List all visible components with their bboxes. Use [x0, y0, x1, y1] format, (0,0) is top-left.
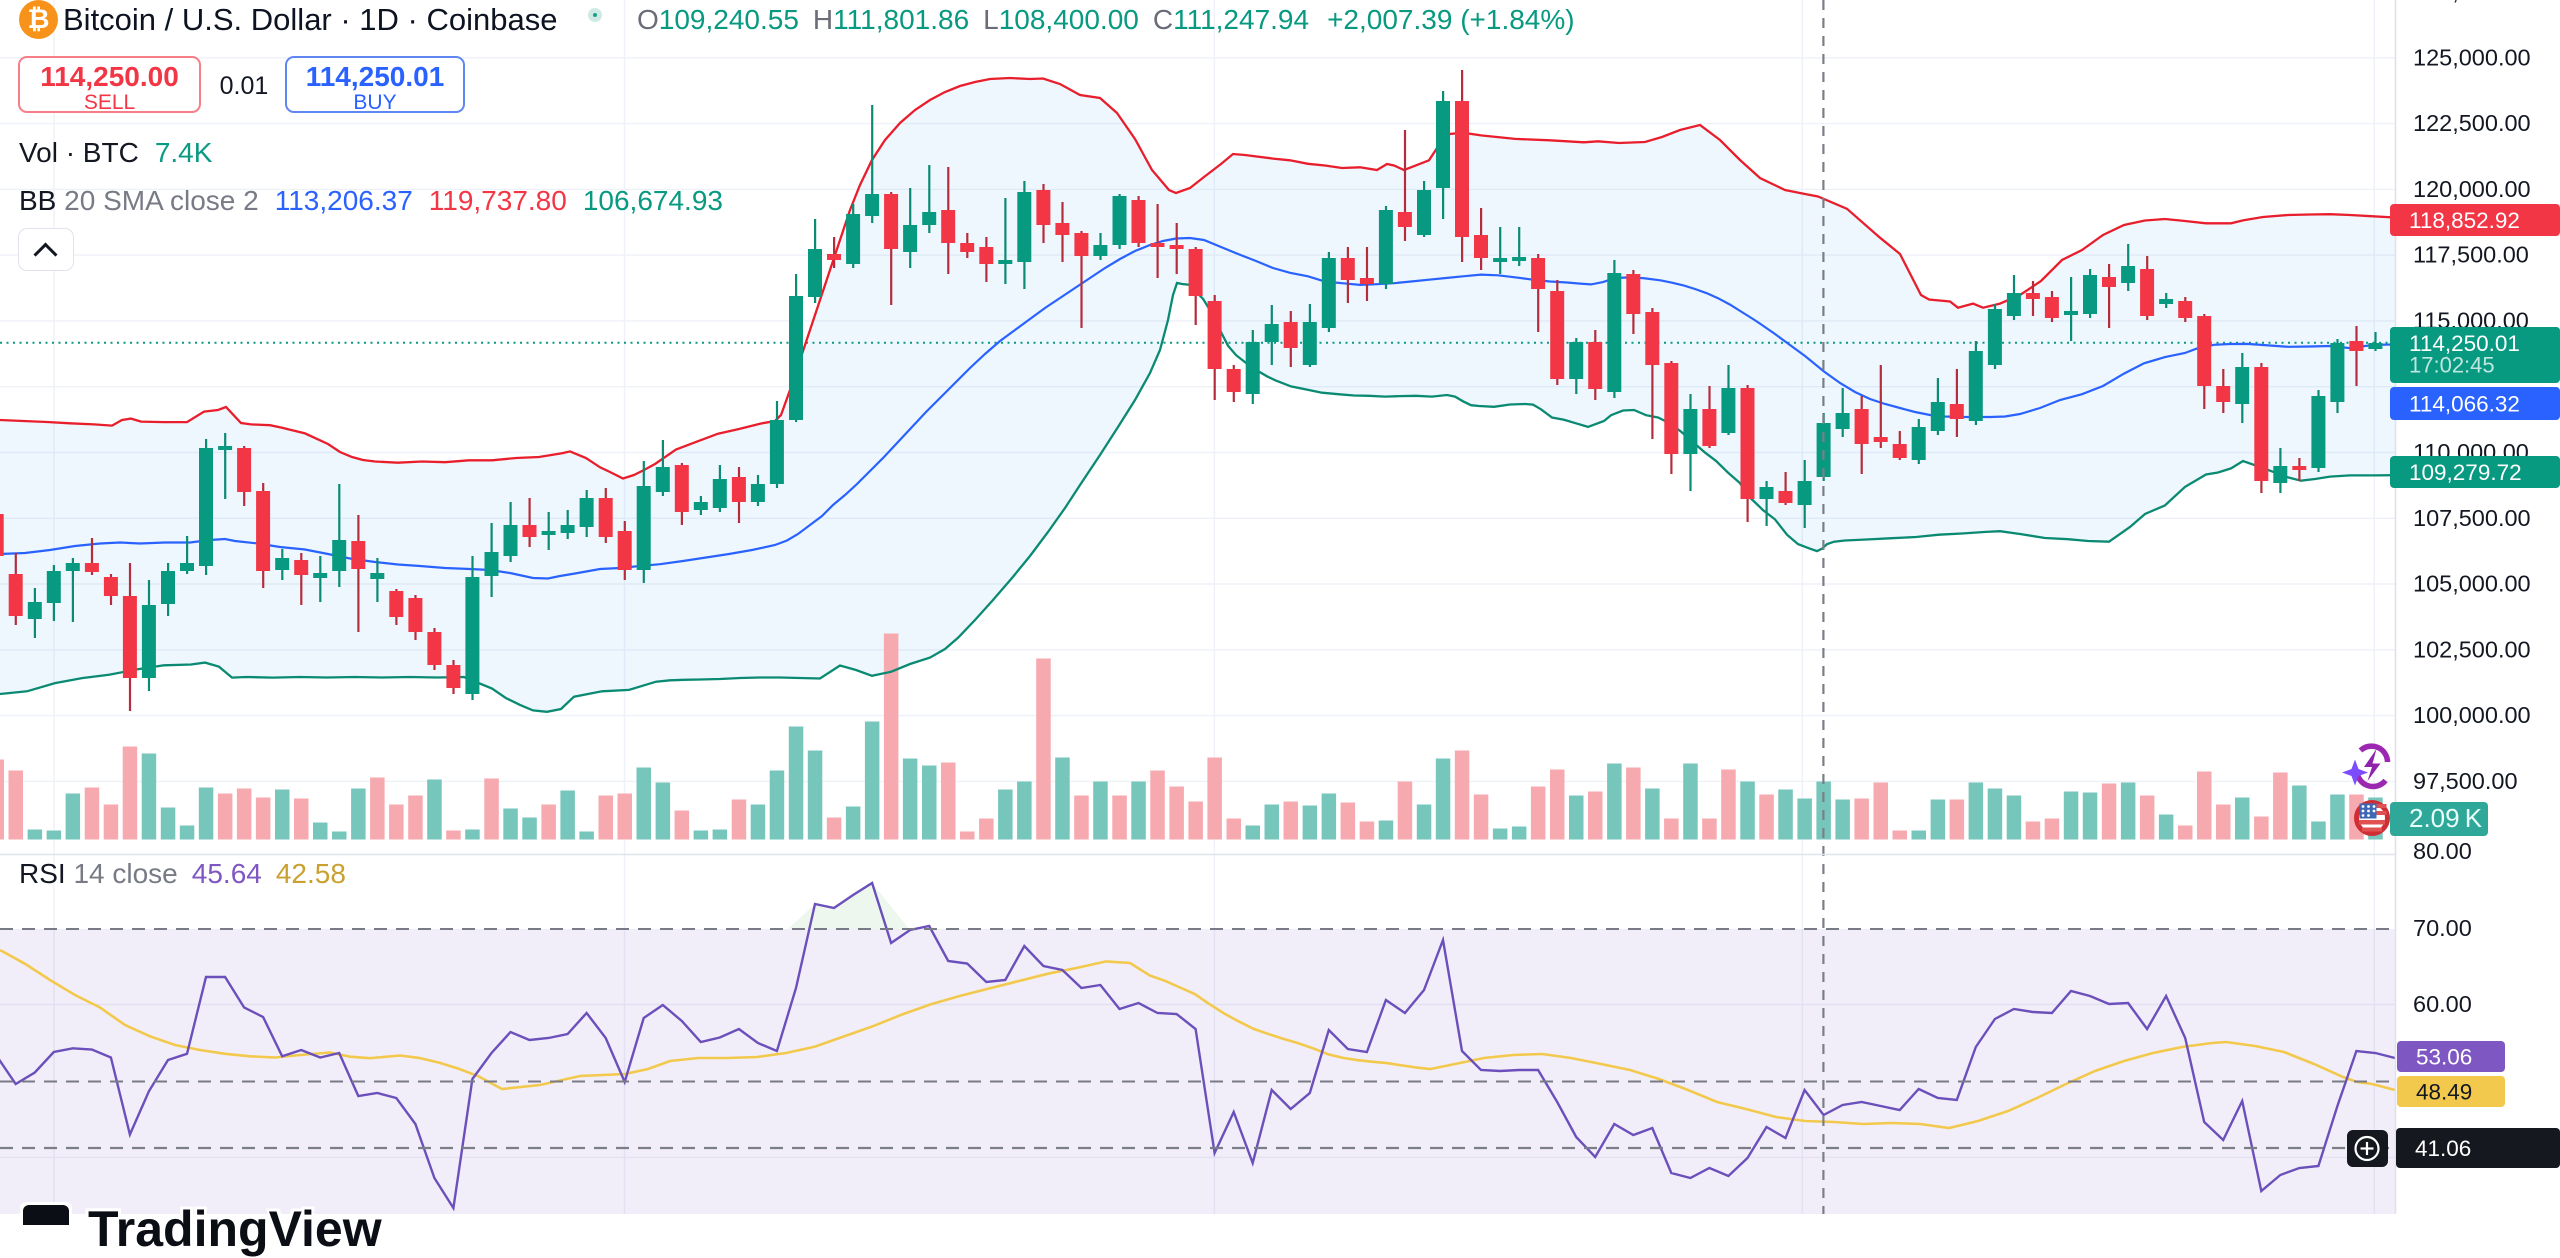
svg-text:122,500.00: 122,500.00: [2413, 110, 2531, 136]
svg-text:48.49: 48.49: [2416, 1080, 2472, 1105]
svg-text:80.00: 80.00: [2413, 838, 2472, 864]
svg-text:127,500.00: 127,500.00: [2413, 0, 2531, 5]
svg-text:41.06: 41.06: [2415, 1136, 2471, 1161]
svg-text:2.09 K: 2.09 K: [2409, 803, 2483, 833]
svg-text:109,279.72: 109,279.72: [2409, 460, 2522, 485]
svg-text:102,500.00: 102,500.00: [2413, 636, 2531, 662]
svg-text:70.00: 70.00: [2413, 915, 2472, 941]
svg-text:105,000.00: 105,000.00: [2413, 571, 2531, 597]
svg-text:117,500.00: 117,500.00: [2413, 242, 2529, 268]
svg-text:97,500.00: 97,500.00: [2413, 768, 2518, 794]
svg-text:114,066.32: 114,066.32: [2409, 392, 2520, 417]
svg-text:17:02:45: 17:02:45: [2409, 352, 2495, 377]
svg-text:107,500.00: 107,500.00: [2413, 505, 2531, 531]
svg-text:53.06: 53.06: [2416, 1045, 2472, 1070]
svg-text:118,852.92: 118,852.92: [2409, 208, 2520, 233]
svg-text:114,250.01: 114,250.01: [2409, 331, 2520, 356]
svg-text:120,000.00: 120,000.00: [2413, 176, 2531, 202]
svg-text:60.00: 60.00: [2413, 991, 2472, 1017]
svg-text:125,000.00: 125,000.00: [2413, 44, 2531, 70]
svg-text:100,000.00: 100,000.00: [2413, 702, 2531, 728]
